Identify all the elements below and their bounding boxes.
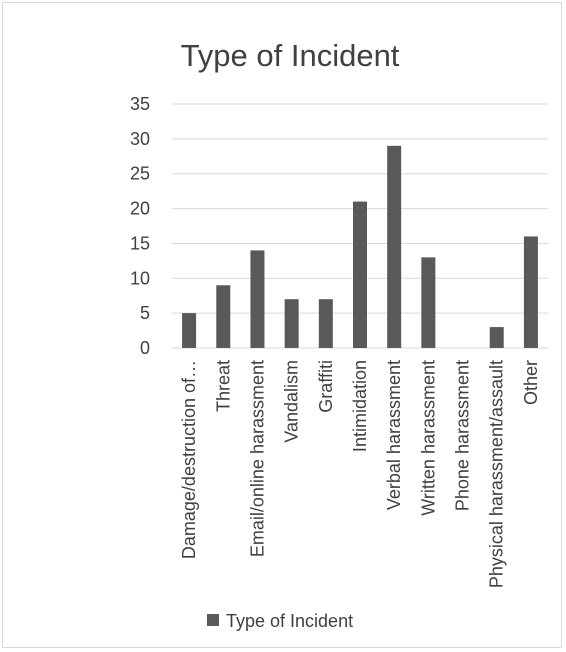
x-tick-label: Email/online harassment — [247, 360, 267, 557]
bar — [318, 299, 333, 348]
x-axis-labels: Damage/destruction of… Threat Email/online… — [179, 360, 541, 588]
y-tick-label: 20 — [130, 199, 150, 219]
bar — [250, 250, 265, 348]
y-tick-label: 35 — [130, 94, 150, 114]
bar — [489, 327, 504, 348]
bar — [182, 313, 197, 348]
bar — [284, 299, 299, 348]
y-tick-label: 10 — [130, 268, 150, 288]
y-tick-label: 15 — [130, 233, 150, 253]
x-tick-label: Other — [521, 360, 541, 405]
y-tick-label: 30 — [130, 129, 150, 149]
bars — [182, 145, 538, 348]
x-tick-label: Damage/destruction of… — [179, 360, 199, 559]
x-tick-label: Physical harassment/assault — [487, 360, 507, 588]
bar — [216, 285, 231, 348]
x-tick-label: Threat — [213, 360, 233, 412]
bar — [421, 257, 436, 348]
y-tick-label: 0 — [140, 338, 150, 358]
legend-swatch — [207, 614, 219, 626]
x-tick-label: Verbal harassment — [384, 360, 404, 510]
y-tick-label: 5 — [140, 303, 150, 323]
y-axis-ticks: 0 5 10 15 20 25 30 35 — [130, 94, 150, 358]
y-tick-label: 25 — [130, 164, 150, 184]
x-tick-label: Vandalism — [282, 360, 302, 443]
x-tick-label: Graffiti — [316, 360, 336, 413]
bar — [523, 236, 538, 348]
chart-title: Type of Incident — [181, 38, 400, 73]
legend: Type of Incident — [207, 611, 353, 631]
legend-label: Type of Incident — [226, 611, 353, 631]
x-tick-label: Intimidation — [350, 360, 370, 452]
bar — [353, 201, 367, 348]
x-tick-label: Phone harassment — [453, 360, 473, 511]
bar — [387, 145, 402, 348]
x-tick-label: Written harassment — [418, 360, 438, 516]
